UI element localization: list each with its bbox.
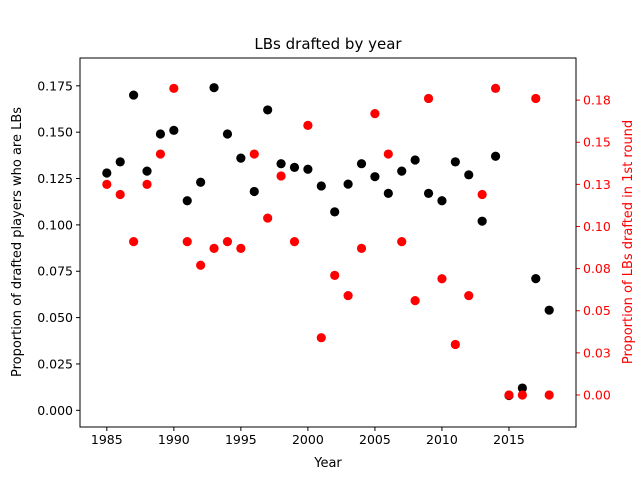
- x-tick-label: 2005: [359, 432, 391, 447]
- data-point-lb-proportion: [411, 155, 420, 164]
- data-point-lb-proportion: [276, 159, 285, 168]
- data-point-first-round: [236, 244, 245, 253]
- data-point-lb-proportion: [437, 196, 446, 205]
- plot-frame: [80, 58, 576, 427]
- y-tick-label-right: 0.00: [583, 387, 611, 402]
- y-tick-label-right: 0.13: [583, 177, 611, 192]
- data-point-lb-proportion: [370, 172, 379, 181]
- data-point-first-round: [303, 121, 312, 130]
- y-tick-label-left: 0.100: [37, 217, 73, 232]
- y-tick-label-left: 0.000: [37, 403, 73, 418]
- x-tick-label: 1985: [91, 432, 123, 447]
- data-point-first-round: [169, 84, 178, 93]
- data-point-first-round: [384, 149, 393, 158]
- data-point-lb-proportion: [116, 157, 125, 166]
- y-tick-label-left: 0.050: [37, 310, 73, 325]
- data-point-first-round: [518, 390, 527, 399]
- data-point-first-round: [411, 296, 420, 305]
- data-point-lb-proportion: [397, 167, 406, 176]
- data-point-first-round: [451, 340, 460, 349]
- data-point-first-round: [142, 180, 151, 189]
- y-tick-label-right: 0.03: [583, 345, 611, 360]
- x-tick-label: 2000: [292, 432, 324, 447]
- y-tick-label-right: 0.08: [583, 261, 611, 276]
- data-point-first-round: [531, 94, 540, 103]
- data-point-first-round: [209, 244, 218, 253]
- data-point-first-round: [545, 390, 554, 399]
- chart-title: LBs drafted by year: [254, 35, 402, 53]
- data-point-lb-proportion: [250, 187, 259, 196]
- data-point-lb-proportion: [169, 126, 178, 135]
- data-point-first-round: [437, 274, 446, 283]
- data-point-first-round: [183, 237, 192, 246]
- data-point-lb-proportion: [545, 306, 554, 315]
- data-point-lb-proportion: [384, 189, 393, 198]
- data-point-lb-proportion: [303, 165, 312, 174]
- data-point-first-round: [344, 291, 353, 300]
- data-point-first-round: [250, 149, 259, 158]
- data-point-first-round: [370, 109, 379, 118]
- data-point-first-round: [102, 180, 111, 189]
- y-tick-label-left: 0.075: [37, 264, 73, 279]
- data-point-first-round: [330, 271, 339, 280]
- data-point-first-round: [196, 261, 205, 270]
- data-point-lb-proportion: [142, 167, 151, 176]
- data-point-lb-proportion: [344, 179, 353, 188]
- data-point-lb-proportion: [424, 189, 433, 198]
- y-tick-label-left: 0.150: [37, 125, 73, 140]
- x-tick-label: 1995: [225, 432, 257, 447]
- data-point-lb-proportion: [196, 178, 205, 187]
- data-point-first-round: [276, 171, 285, 180]
- data-point-first-round: [290, 237, 299, 246]
- data-point-lb-proportion: [330, 207, 339, 216]
- x-axis-title: Year: [313, 456, 342, 471]
- y-tick-label-right: 0.15: [583, 135, 611, 150]
- data-point-first-round: [424, 94, 433, 103]
- y-tick-label-right: 0.10: [583, 219, 611, 234]
- data-point-first-round: [263, 213, 272, 222]
- data-point-lb-proportion: [102, 168, 111, 177]
- x-tick-label: 1990: [158, 432, 190, 447]
- data-point-first-round: [357, 244, 366, 253]
- data-point-lb-proportion: [464, 170, 473, 179]
- data-point-lb-proportion: [263, 105, 272, 114]
- data-point-first-round: [156, 149, 165, 158]
- data-point-lb-proportion: [236, 154, 245, 163]
- data-point-lb-proportion: [290, 163, 299, 172]
- y-axis-title-right: Proportion of LBs drafted in 1st round: [621, 120, 636, 364]
- data-point-lb-proportion: [129, 90, 138, 99]
- data-point-first-round: [223, 237, 232, 246]
- data-point-first-round: [317, 333, 326, 342]
- data-point-lb-proportion: [491, 152, 500, 161]
- y-tick-label-left: 0.125: [37, 171, 73, 186]
- data-point-first-round: [504, 390, 513, 399]
- data-point-lb-proportion: [317, 181, 326, 190]
- data-point-first-round: [491, 84, 500, 93]
- y-tick-label-left: 0.025: [37, 356, 73, 371]
- data-point-lb-proportion: [531, 274, 540, 283]
- y-tick-label-right: 0.18: [583, 93, 611, 108]
- data-point-lb-proportion: [209, 83, 218, 92]
- data-point-lb-proportion: [357, 159, 366, 168]
- data-point-lb-proportion: [451, 157, 460, 166]
- data-point-lb-proportion: [478, 217, 487, 226]
- data-point-first-round: [397, 237, 406, 246]
- data-point-lb-proportion: [183, 196, 192, 205]
- y-tick-label-left: 0.175: [37, 78, 73, 93]
- data-point-first-round: [116, 190, 125, 199]
- data-point-first-round: [129, 237, 138, 246]
- x-tick-label: 2010: [426, 432, 458, 447]
- data-point-lb-proportion: [156, 129, 165, 138]
- data-point-lb-proportion: [223, 129, 232, 138]
- x-tick-label: 2015: [493, 432, 525, 447]
- data-point-first-round: [478, 190, 487, 199]
- y-tick-label-right: 0.05: [583, 303, 611, 318]
- data-point-first-round: [464, 291, 473, 300]
- y-axis-title-left: Proportion of drafted players who are LB…: [10, 107, 25, 377]
